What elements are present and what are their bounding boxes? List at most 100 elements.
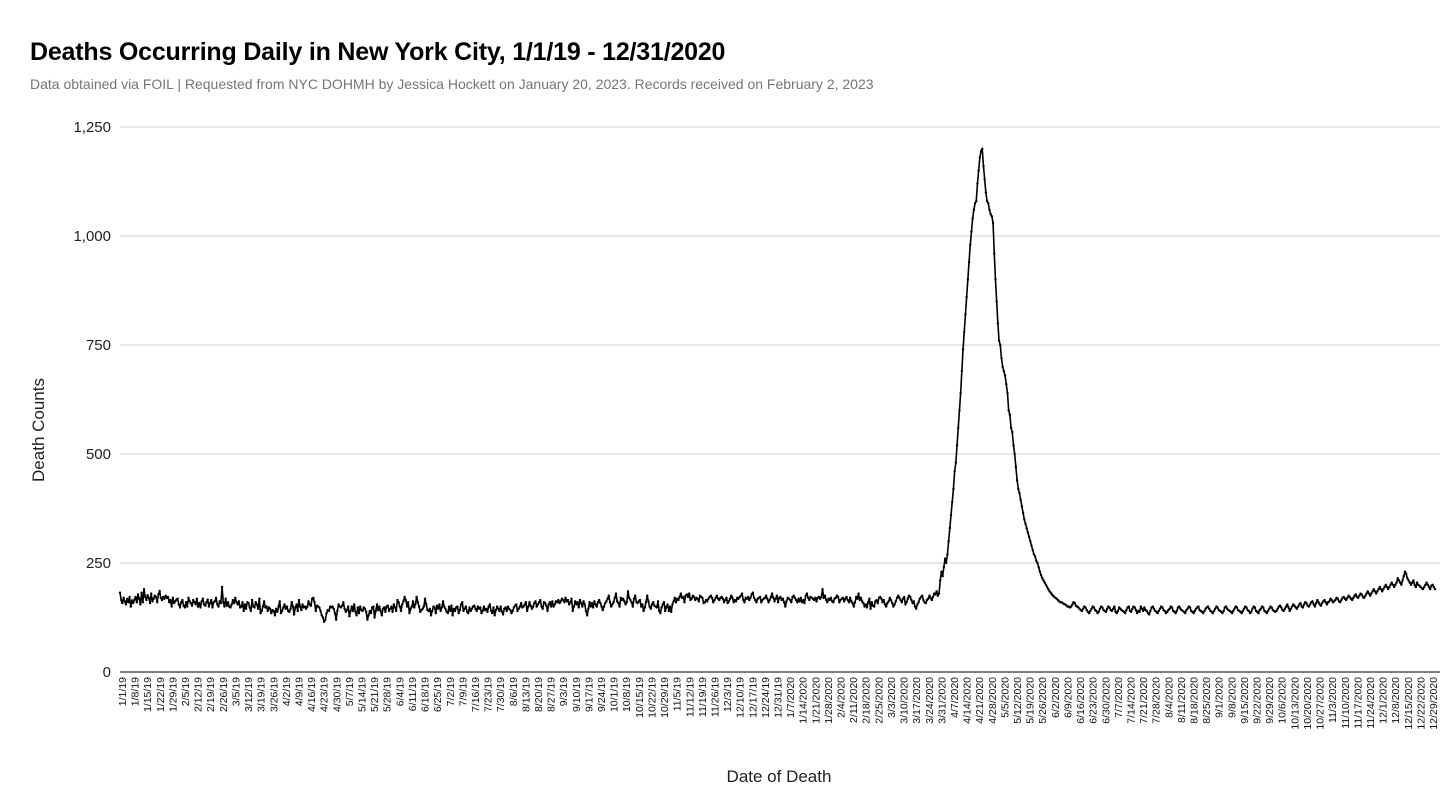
data-point — [805, 592, 809, 595]
data-point — [396, 598, 399, 602]
data-point — [1370, 592, 1373, 595]
data-point — [170, 605, 173, 608]
x-tick-label: 9/10/19 — [571, 677, 583, 712]
data-point — [1025, 526, 1028, 530]
data-point — [1376, 590, 1379, 593]
data-point — [339, 606, 343, 609]
x-tick-label: 4/16/19 — [306, 677, 318, 712]
data-point — [845, 595, 848, 599]
data-point — [973, 202, 977, 205]
data-point — [887, 600, 890, 603]
data-point — [168, 601, 171, 604]
data-point — [670, 610, 673, 614]
data-point — [862, 601, 865, 605]
data-point — [591, 606, 595, 609]
data-point — [898, 596, 901, 600]
data-point — [1299, 601, 1302, 605]
data-point — [890, 601, 894, 605]
data-point — [487, 605, 490, 608]
data-point — [1302, 603, 1306, 606]
data-point — [132, 601, 135, 605]
data-point — [226, 601, 230, 604]
data-point — [277, 605, 280, 608]
x-tick-label: 6/2/2020 — [1050, 677, 1062, 718]
data-point — [369, 611, 373, 615]
data-point — [834, 596, 837, 600]
x-tick-label: 4/7/2020 — [949, 677, 961, 718]
data-point — [1193, 609, 1197, 613]
data-point — [327, 609, 331, 613]
data-point — [229, 606, 232, 609]
data-point — [390, 605, 393, 608]
data-point — [1005, 383, 1008, 386]
data-point — [991, 221, 995, 225]
data-point — [1158, 607, 1162, 610]
data-point — [469, 609, 472, 613]
data-point — [1013, 452, 1016, 456]
x-tick-label: 8/18/2020 — [1189, 677, 1201, 724]
data-point — [321, 616, 325, 619]
data-point — [128, 595, 131, 599]
x-tick-label: 7/9/19 — [457, 677, 469, 706]
data-point — [947, 540, 950, 543]
data-point — [633, 594, 637, 597]
data-point — [491, 611, 494, 615]
data-point — [276, 610, 279, 614]
data-point — [408, 611, 411, 615]
data-point — [1192, 611, 1195, 615]
data-point — [498, 609, 501, 613]
data-point — [139, 603, 142, 606]
data-point — [647, 600, 650, 603]
y-tick-label: 1,000 — [73, 228, 111, 245]
data-point — [231, 598, 235, 602]
x-tick-label: 3/12/19 — [243, 677, 255, 712]
data-point — [207, 605, 211, 608]
data-point — [608, 601, 612, 604]
data-point — [1143, 606, 1146, 609]
data-point — [858, 598, 861, 602]
data-point — [1307, 605, 1311, 608]
data-point — [832, 601, 835, 604]
data-point — [1152, 607, 1156, 610]
data-point — [517, 607, 520, 610]
data-point — [1323, 598, 1326, 602]
data-point — [1296, 605, 1300, 608]
data-point — [344, 610, 347, 614]
data-point — [929, 596, 932, 600]
data-point — [404, 598, 408, 602]
data-point — [158, 589, 161, 593]
data-point — [603, 601, 607, 605]
data-point — [1427, 585, 1431, 589]
data-point — [563, 601, 566, 604]
data-point — [318, 606, 321, 609]
data-point — [511, 609, 514, 613]
data-point — [516, 609, 519, 613]
x-tick-label: 5/5/2020 — [999, 677, 1011, 718]
data-point — [1104, 610, 1108, 614]
data-point — [266, 609, 269, 613]
data-point — [927, 597, 930, 600]
data-point — [468, 606, 471, 609]
data-point — [662, 601, 666, 604]
data-point — [1026, 531, 1030, 534]
data-point — [870, 601, 873, 604]
x-tick-label: 9/15/2020 — [1239, 677, 1251, 724]
data-point — [147, 596, 151, 600]
data-point — [1170, 606, 1174, 609]
data-point — [631, 605, 634, 608]
data-point — [1400, 583, 1403, 586]
data-point — [942, 566, 946, 569]
data-point — [821, 587, 824, 591]
data-point — [812, 598, 816, 602]
x-tick-label: 11/10/2020 — [1340, 677, 1352, 729]
data-point — [123, 600, 127, 603]
data-point — [253, 606, 256, 609]
data-point — [157, 593, 160, 596]
data-point — [1203, 609, 1206, 613]
data-point — [621, 597, 625, 600]
data-point — [425, 603, 428, 606]
data-point — [752, 596, 756, 600]
data-point — [1280, 606, 1283, 609]
data-point — [1275, 609, 1278, 613]
data-point — [247, 601, 250, 605]
